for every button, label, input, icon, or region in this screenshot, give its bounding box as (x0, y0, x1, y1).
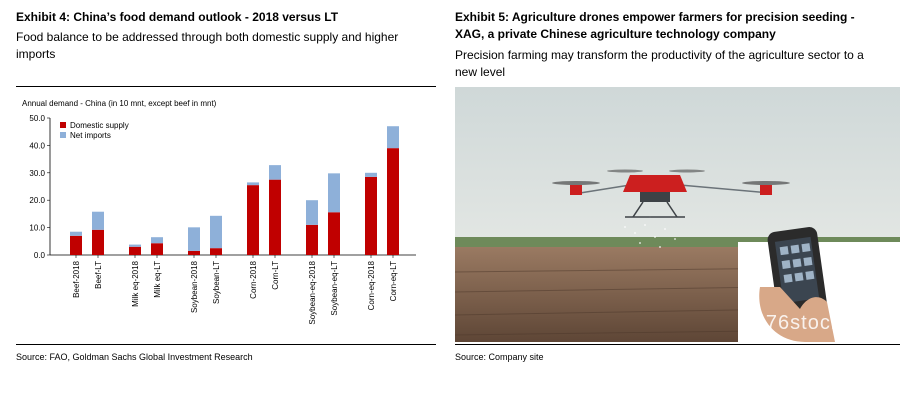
bar-domestic-supply (151, 243, 163, 255)
bar-domestic-supply (269, 179, 281, 255)
bar-domestic-supply (70, 235, 82, 255)
bar-domestic-supply (365, 176, 377, 255)
chart-title: Annual demand - China (in 10 mnt, except… (22, 99, 217, 108)
photo-bottom-rule (455, 344, 900, 345)
y-tick-label: 40.0 (29, 141, 45, 150)
x-tick-label: Corn-eq-2018 (367, 260, 376, 310)
drone-photo: w.76stock.cc (455, 87, 900, 342)
x-tick-label: Soybean-LT (212, 261, 221, 304)
legend-swatch-imports (60, 132, 66, 138)
legend-label-domestic: Domestic supply (70, 121, 129, 130)
legend-label-imports: Net imports (70, 131, 111, 140)
bar-net-imports (365, 172, 377, 177)
legend-swatch-domestic (60, 122, 66, 128)
bar-net-imports (328, 173, 340, 213)
bar-net-imports (306, 200, 318, 225)
x-tick-label: Corn-2018 (249, 260, 258, 298)
handheld-controller (759, 227, 835, 342)
exhibit-5-title: Exhibit 5: Agriculture drones empower fa… (455, 10, 855, 41)
x-tick-label: Corn-LT (271, 261, 280, 290)
bar-net-imports (151, 237, 163, 244)
bar-net-imports (188, 227, 200, 251)
bar-net-imports (269, 165, 281, 180)
exhibit-4-source: Source: FAO, Goldman Sachs Global Invest… (16, 352, 253, 362)
bar-net-imports (387, 126, 399, 149)
x-tick-label: Beef-2018 (72, 260, 81, 297)
bar-net-imports (92, 211, 104, 230)
x-tick-label: Beef-LT (94, 261, 103, 289)
x-tick-label: Soybean-2018 (190, 260, 199, 313)
y-tick-label: 10.0 (29, 224, 45, 233)
bar-domestic-supply (129, 246, 141, 255)
bar-net-imports (129, 244, 141, 247)
bar-domestic-supply (387, 148, 399, 255)
bar-domestic-supply (247, 185, 259, 255)
bar-domestic-supply (188, 250, 200, 255)
bar-net-imports (247, 182, 259, 186)
y-tick-label: 50.0 (29, 114, 45, 123)
y-tick-label: 0.0 (34, 251, 46, 260)
bar-domestic-supply (92, 229, 104, 255)
bar-domestic-supply (306, 224, 318, 255)
x-tick-label: Milk eq-LT (153, 261, 162, 298)
x-tick-label: Corn-eq-LT (389, 261, 398, 301)
chart-top-rule (16, 86, 436, 87)
exhibit-4-subtitle: Food balance to be addressed through bot… (16, 30, 399, 61)
demand-chart: Annual demand - China (in 10 mnt, except… (22, 99, 416, 325)
watermark: w.76stock.cc (745, 312, 871, 334)
bar-net-imports (70, 231, 82, 236)
bar-domestic-supply (210, 248, 222, 255)
drone-graphic (552, 169, 790, 218)
bar-domestic-supply (328, 212, 340, 255)
chart-bottom-rule (16, 344, 436, 345)
bar-net-imports (210, 215, 222, 249)
exhibit-5-source: Source: Company site (455, 352, 544, 362)
x-tick-label: Milk eq-2018 (131, 260, 140, 306)
exhibit-4-title: Exhibit 4: China’s food demand outlook -… (16, 10, 339, 24)
y-tick-label: 30.0 (29, 169, 45, 178)
x-tick-label: Soybean-eq-2018 (308, 260, 317, 324)
x-tick-label: Soybean-eq-LT (330, 261, 339, 316)
y-tick-label: 20.0 (29, 196, 45, 205)
exhibit-5-subtitle: Precision farming may transform the prod… (455, 48, 864, 79)
